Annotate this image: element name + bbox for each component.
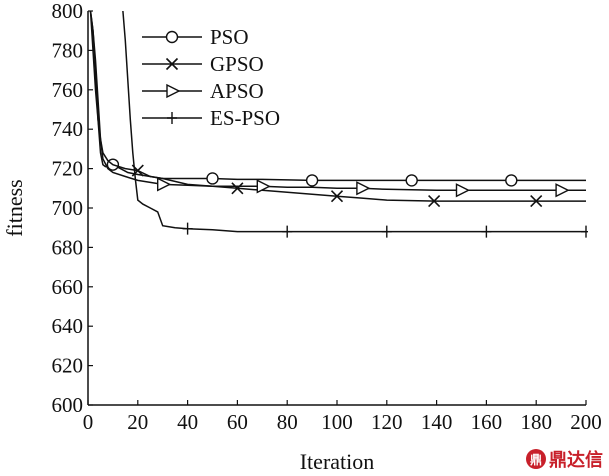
legend-item-pso: PSO [142,25,249,49]
x-tick-label: 160 [471,410,503,434]
x-tick-label: 100 [321,410,353,434]
x-tick-label: 200 [570,410,602,434]
x-tick-label: 60 [227,410,248,434]
legend-label-pso: PSO [210,25,249,49]
series-point-apso [356,181,371,196]
y-tick-label: 720 [52,157,84,181]
series-point-pso [305,174,319,187]
publisher-watermark: 鼎 鼎达信 [526,446,603,472]
x-tick-label: 20 [127,410,148,434]
series-point-apso [256,179,271,194]
series-point-apso [157,177,172,192]
legend-item-es-pso: ES-PSO [142,106,280,130]
series-point-es-pso [282,225,293,238]
x-tick-label: 80 [277,410,298,434]
legend-marker-es-pso [167,112,177,124]
series-line-apso [89,11,586,192]
x-tick-label: 180 [520,410,552,434]
y-tick-label: 620 [52,354,84,378]
y-tick-label: 640 [52,314,84,338]
legend-marker-gpso [165,57,179,71]
x-tick-label: 0 [83,410,94,434]
y-tick-label: 680 [52,235,84,259]
series-point-gpso [428,194,441,208]
series-layer [89,11,588,238]
legend-marker-pso [165,30,179,44]
series-point-gpso [330,190,344,203]
y-tick-label: 780 [52,38,84,62]
series-point-gpso [530,195,543,208]
series-point-es-pso [481,225,492,238]
legend-label-apso: APSO [210,79,264,103]
y-tick-label: 600 [52,393,84,417]
series-es-pso [122,11,588,238]
legend: PSO GPSO APSO ES-PSO [142,25,280,130]
legend-label-gpso: GPSO [210,52,264,76]
series-point-es-pso [581,225,588,238]
legend-label-es-pso: ES-PSO [210,106,280,130]
y-axis-label: fitness [2,179,27,236]
x-tick-label: 140 [421,410,453,434]
y-tick-label: 760 [52,78,84,102]
watermark-text: 鼎达信 [549,450,603,471]
x-tick-label: 40 [177,410,198,434]
watermark-seal-icon: 鼎 [526,449,546,469]
series-apso [89,11,586,198]
series-point-gpso [231,182,244,195]
series-point-apso [455,183,471,198]
legend-item-apso: APSO [142,79,264,103]
series-point-pso [405,174,418,187]
y-tick-label: 660 [52,275,84,299]
series-line-gpso [89,11,586,202]
series-line-es-pso [122,11,586,233]
y-tick-label: 700 [52,196,84,220]
y-tick-label: 800 [52,0,84,23]
series-point-es-pso [182,222,193,235]
series-point-pso [505,174,518,187]
y-tick-label: 740 [52,117,84,141]
x-tick-label: 120 [371,410,403,434]
series-point-apso [555,183,570,198]
series-point-pso [206,172,219,185]
x-axis-label: Iteration [300,449,375,474]
series-point-es-pso [381,225,392,238]
legend-marker-apso [166,83,181,99]
legend-item-gpso: GPSO [142,52,264,76]
